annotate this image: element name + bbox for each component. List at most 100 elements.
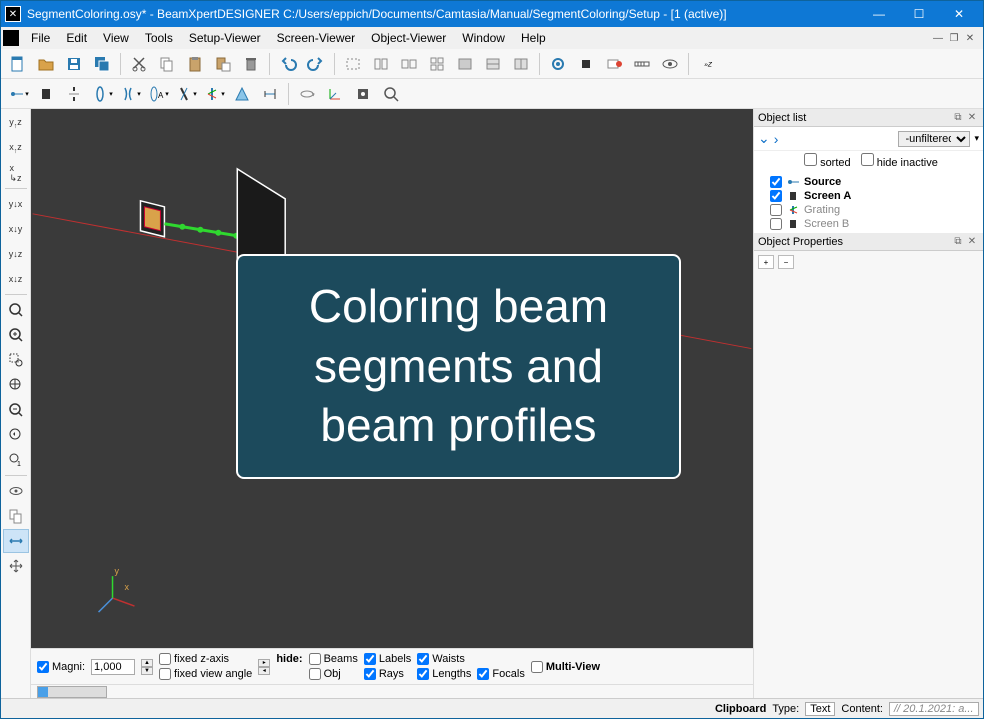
show-hide-button[interactable] (3, 479, 29, 503)
menu-tools[interactable]: Tools (137, 29, 181, 47)
grating-tool-button[interactable]: ▾ (201, 81, 227, 107)
zoom-sel-button[interactable] (3, 373, 29, 397)
axis-yz-down-button[interactable]: y↓z (3, 242, 29, 266)
axis-xy-down-button[interactable]: x↓y (3, 217, 29, 241)
tool-d-button[interactable] (424, 51, 450, 77)
object-screen-b-checkbox[interactable] (770, 218, 782, 230)
prism-tool-button[interactable] (229, 81, 255, 107)
hide-inactive-checkbox[interactable]: hide inactive (861, 153, 938, 169)
objectlist-close-button[interactable]: ✕ (965, 112, 979, 123)
rotate-tool-button[interactable] (294, 81, 320, 107)
expand-all-button[interactable]: ⌄ (758, 130, 770, 147)
move-view-button[interactable] (3, 529, 29, 553)
close-button[interactable]: ✕ (939, 1, 979, 27)
axis-xz-down-button[interactable]: x↓z (3, 267, 29, 291)
save-button[interactable] (61, 51, 87, 77)
menu-help[interactable]: Help (513, 29, 554, 47)
hide-rays-checkbox[interactable]: Rays (364, 668, 411, 680)
sorted-checkbox[interactable]: sorted (804, 153, 851, 169)
tool-e-button[interactable] (452, 51, 478, 77)
props-collapse-button[interactable]: − (778, 255, 794, 269)
minimize-button[interactable]: — (859, 1, 899, 27)
magni-down-button[interactable]: ▼ (141, 667, 153, 675)
redo-button[interactable] (303, 51, 329, 77)
object-item-screen-a[interactable]: Screen A (754, 189, 983, 203)
collapse-all-button[interactable]: › (774, 131, 779, 147)
magni-up-button[interactable]: ▲ (141, 659, 153, 667)
object-screen-a-checkbox[interactable] (770, 190, 782, 202)
menu-window[interactable]: Window (454, 29, 513, 47)
tool-b-button[interactable] (368, 51, 394, 77)
multiview-checkbox[interactable]: Multi-View (531, 661, 600, 673)
zoom-fit-button[interactable] (3, 298, 29, 322)
zoom-prev-button[interactable] (3, 423, 29, 447)
menu-file[interactable]: File (23, 29, 58, 47)
fixed-z-checkbox[interactable]: fixed z-axis (159, 653, 252, 665)
copy-button[interactable] (154, 51, 180, 77)
axis-xz2-button[interactable]: x↳z (3, 161, 29, 185)
menu-setup-viewer[interactable]: Setup-Viewer (181, 29, 269, 47)
open-file-button[interactable] (33, 51, 59, 77)
axis-yx-down-button[interactable]: y↓x (3, 192, 29, 216)
doc-minimize-button[interactable]: — (931, 33, 945, 44)
lens-cyl-tool-button[interactable]: A▾ (145, 81, 171, 107)
mirror-tool-button[interactable]: ▾ (173, 81, 199, 107)
paste-special-button[interactable] (210, 51, 236, 77)
settings-button[interactable] (545, 51, 571, 77)
tool-a-button[interactable] (340, 51, 366, 77)
doc-restore-button[interactable]: ❐ (947, 33, 961, 44)
object-item-screen-b[interactable]: Screen B (754, 217, 983, 231)
axis-next-button[interactable]: ▸ (258, 659, 270, 667)
pan-view-button[interactable] (3, 554, 29, 578)
axis-yz-button[interactable]: y↑z (3, 111, 29, 135)
doc-close-button[interactable]: ✕ (963, 33, 977, 44)
beam-expander-tool-button[interactable] (257, 81, 283, 107)
hide-lengths-checkbox[interactable]: Lengths (417, 668, 471, 680)
cut-button[interactable] (126, 51, 152, 77)
save-as-button[interactable] (89, 51, 115, 77)
hide-focals-checkbox[interactable]: Focals (477, 668, 524, 680)
magni-input[interactable] (91, 659, 135, 675)
paste-button[interactable] (182, 51, 208, 77)
delete-button[interactable] (238, 51, 264, 77)
record-button[interactable] (601, 51, 627, 77)
objectprops-close-button[interactable]: ✕ (965, 236, 979, 247)
hide-obj-checkbox[interactable]: Obj (309, 668, 358, 680)
object-item-source[interactable]: Source (754, 175, 983, 189)
filter-select[interactable]: -unfiltered- (898, 131, 970, 147)
menu-screen-viewer[interactable]: Screen-Viewer (269, 29, 363, 47)
zoom-in-button[interactable] (3, 323, 29, 347)
zoom-out-button[interactable] (3, 398, 29, 422)
menu-view[interactable]: View (95, 29, 137, 47)
copy-view-button[interactable] (3, 504, 29, 528)
lens-convex-tool-button[interactable]: ▾ (89, 81, 115, 107)
menu-edit[interactable]: Edit (58, 29, 95, 47)
eye-button[interactable] (657, 51, 683, 77)
viewport-3d[interactable]: y x Coloring beam segments and beam prof… (31, 109, 753, 648)
hide-beams-checkbox[interactable]: Beams (309, 653, 358, 665)
screen-tool-button[interactable] (33, 81, 59, 107)
hide-waists-checkbox[interactable]: Waists (417, 653, 471, 665)
axis-xz-button[interactable]: x↑z (3, 136, 29, 160)
object-grating-checkbox[interactable] (770, 204, 782, 216)
new-file-button[interactable] (5, 51, 31, 77)
object-source-checkbox[interactable] (770, 176, 782, 188)
tool-c-button[interactable] (396, 51, 422, 77)
profile-tool-button[interactable] (350, 81, 376, 107)
tool-f-button[interactable] (480, 51, 506, 77)
magni-checkbox[interactable]: Magni: (37, 661, 85, 673)
zoom-area-button[interactable] (3, 348, 29, 372)
ruler-button[interactable] (629, 51, 655, 77)
objectprops-pin-button[interactable]: ⧉ (951, 236, 965, 247)
fixed-view-checkbox[interactable]: fixed view angle (159, 668, 252, 680)
source-tool-button[interactable]: ▾ (5, 81, 31, 107)
menu-object-viewer[interactable]: Object-Viewer (363, 29, 454, 47)
hide-labels-checkbox[interactable]: Labels (364, 653, 411, 665)
tool-g-button[interactable] (508, 51, 534, 77)
inspect-tool-button[interactable] (378, 81, 404, 107)
axes-tool-button[interactable] (322, 81, 348, 107)
axis-prev-button[interactable]: ◂ (258, 667, 270, 675)
aperture-tool-button[interactable] (61, 81, 87, 107)
object-item-grating[interactable]: Grating (754, 203, 983, 217)
opacity-slider[interactable] (37, 686, 107, 698)
